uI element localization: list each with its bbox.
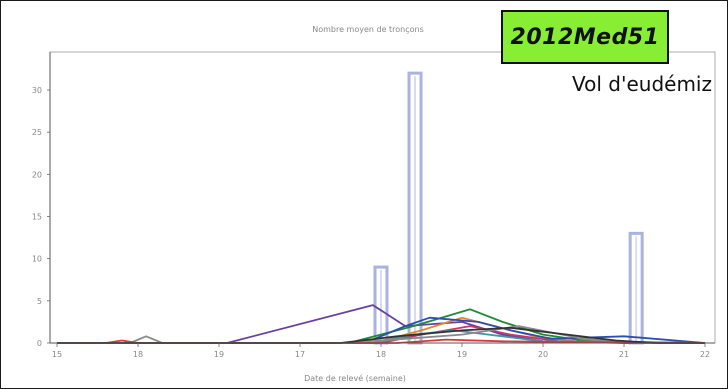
station-label-box: 2012Med51	[501, 10, 669, 64]
y-tick-label-4: 20	[32, 170, 42, 179]
x-tick-label-7: 21	[619, 350, 629, 359]
ticks-layer: 0 5 10 15 20 25 30 15 18 19 17 18 19 20 21 22	[32, 86, 710, 359]
x-tick-label-5: 19	[457, 350, 467, 359]
axes-layer	[49, 51, 716, 344]
series-line-6	[57, 325, 705, 344]
x-axis-label: Date de relevé (semaine)	[304, 373, 406, 383]
chart-title: Nombre moyen de tronçons	[312, 25, 424, 34]
x-tick-label-3: 17	[295, 350, 305, 359]
x-tick-label-2: 19	[214, 350, 224, 359]
series-line-3	[57, 316, 706, 344]
station-label-text: 2012Med51	[510, 24, 660, 50]
overlay-caption: Vol d'eudémiz	[572, 72, 712, 96]
y-tick-label-6: 30	[32, 86, 42, 95]
y-tick-label-0: 0	[37, 339, 42, 348]
x-tick-label-4: 18	[376, 350, 386, 359]
y-tick-label-1: 5	[37, 297, 42, 306]
y-tick-label-2: 10	[32, 255, 42, 264]
x-tick-label-0: 15	[52, 350, 62, 359]
x-tick-label-1: 18	[133, 350, 143, 359]
series-line-8	[57, 326, 705, 344]
x-tick-label-6: 20	[538, 350, 548, 359]
bars-layer	[373, 71, 644, 345]
x-tick-label-8: 22	[700, 350, 710, 359]
y-tick-label-5: 25	[32, 128, 42, 137]
y-tick-label-3: 15	[32, 213, 42, 222]
